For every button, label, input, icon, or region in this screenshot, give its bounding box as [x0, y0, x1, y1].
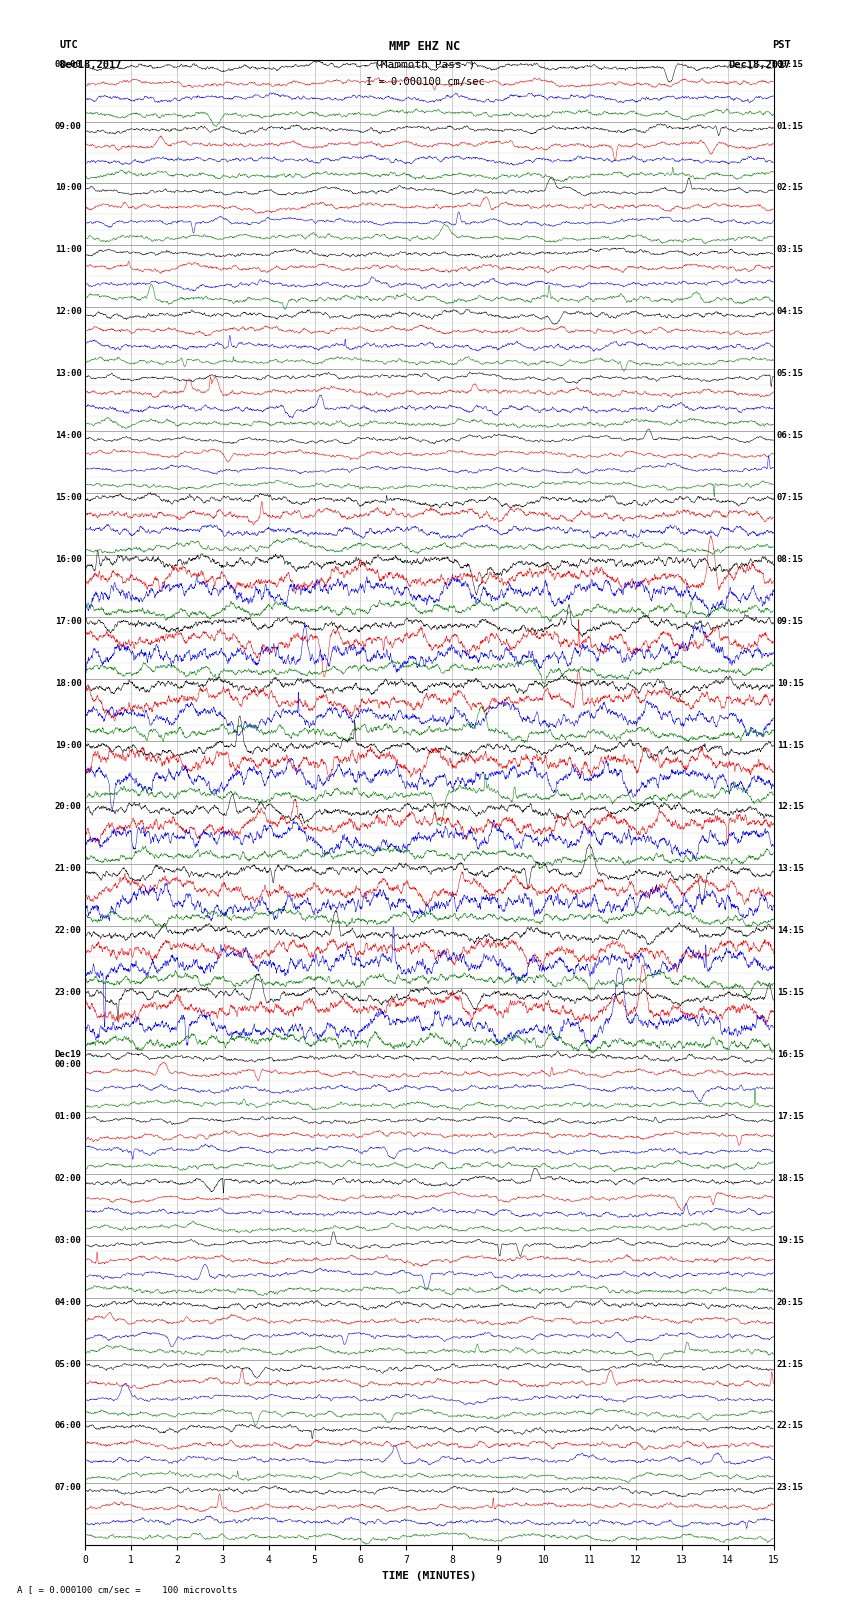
- Text: 03:15: 03:15: [777, 245, 804, 255]
- Text: 03:00: 03:00: [54, 1236, 82, 1245]
- Text: 21:00: 21:00: [54, 865, 82, 873]
- Text: 23:15: 23:15: [777, 1484, 804, 1492]
- Text: MMP EHZ NC: MMP EHZ NC: [389, 40, 461, 53]
- Text: 05:15: 05:15: [777, 369, 804, 377]
- Text: PST: PST: [772, 40, 791, 50]
- Text: 18:15: 18:15: [777, 1174, 804, 1182]
- Text: 08:00: 08:00: [54, 60, 82, 69]
- Text: 05:00: 05:00: [54, 1360, 82, 1368]
- Text: 20:00: 20:00: [54, 803, 82, 811]
- Text: 16:00: 16:00: [54, 555, 82, 565]
- Text: 12:00: 12:00: [54, 306, 82, 316]
- Text: 23:00: 23:00: [54, 989, 82, 997]
- Text: 11:15: 11:15: [777, 740, 804, 750]
- Text: 20:15: 20:15: [777, 1297, 804, 1307]
- Text: UTC: UTC: [60, 40, 78, 50]
- Text: 19:00: 19:00: [54, 740, 82, 750]
- Text: 02:15: 02:15: [777, 184, 804, 192]
- Text: 17:00: 17:00: [54, 616, 82, 626]
- Text: 07:15: 07:15: [777, 494, 804, 502]
- Text: 19:15: 19:15: [777, 1236, 804, 1245]
- Text: Dec19
00:00: Dec19 00:00: [54, 1050, 82, 1069]
- Text: A [ = 0.000100 cm/sec =    100 microvolts: A [ = 0.000100 cm/sec = 100 microvolts: [17, 1584, 237, 1594]
- Text: 02:00: 02:00: [54, 1174, 82, 1182]
- Text: 01:15: 01:15: [777, 121, 804, 131]
- Text: 14:00: 14:00: [54, 431, 82, 440]
- Text: 17:15: 17:15: [777, 1111, 804, 1121]
- Text: 18:00: 18:00: [54, 679, 82, 687]
- Text: 13:00: 13:00: [54, 369, 82, 377]
- Text: 10:00: 10:00: [54, 184, 82, 192]
- Text: 00:15: 00:15: [777, 60, 804, 69]
- Text: 07:00: 07:00: [54, 1484, 82, 1492]
- Text: 04:00: 04:00: [54, 1297, 82, 1307]
- Text: Dec18,2017: Dec18,2017: [728, 60, 791, 69]
- Text: 11:00: 11:00: [54, 245, 82, 255]
- Text: 22:15: 22:15: [777, 1421, 804, 1431]
- Text: 06:00: 06:00: [54, 1421, 82, 1431]
- Text: 15:00: 15:00: [54, 494, 82, 502]
- Text: I = 0.000100 cm/sec: I = 0.000100 cm/sec: [366, 77, 484, 87]
- Text: Dec18,2017: Dec18,2017: [60, 60, 122, 69]
- Text: 09:00: 09:00: [54, 121, 82, 131]
- Text: 09:15: 09:15: [777, 616, 804, 626]
- Text: 14:15: 14:15: [777, 926, 804, 936]
- Text: 06:15: 06:15: [777, 431, 804, 440]
- Text: 13:15: 13:15: [777, 865, 804, 873]
- Text: 16:15: 16:15: [777, 1050, 804, 1060]
- Text: 15:15: 15:15: [777, 989, 804, 997]
- Text: 08:15: 08:15: [777, 555, 804, 565]
- Text: 21:15: 21:15: [777, 1360, 804, 1368]
- Text: 12:15: 12:15: [777, 803, 804, 811]
- Text: 10:15: 10:15: [777, 679, 804, 687]
- X-axis label: TIME (MINUTES): TIME (MINUTES): [382, 1571, 477, 1581]
- Text: 22:00: 22:00: [54, 926, 82, 936]
- Text: 04:15: 04:15: [777, 306, 804, 316]
- Text: (Mammoth Pass ): (Mammoth Pass ): [374, 60, 476, 69]
- Text: 01:00: 01:00: [54, 1111, 82, 1121]
